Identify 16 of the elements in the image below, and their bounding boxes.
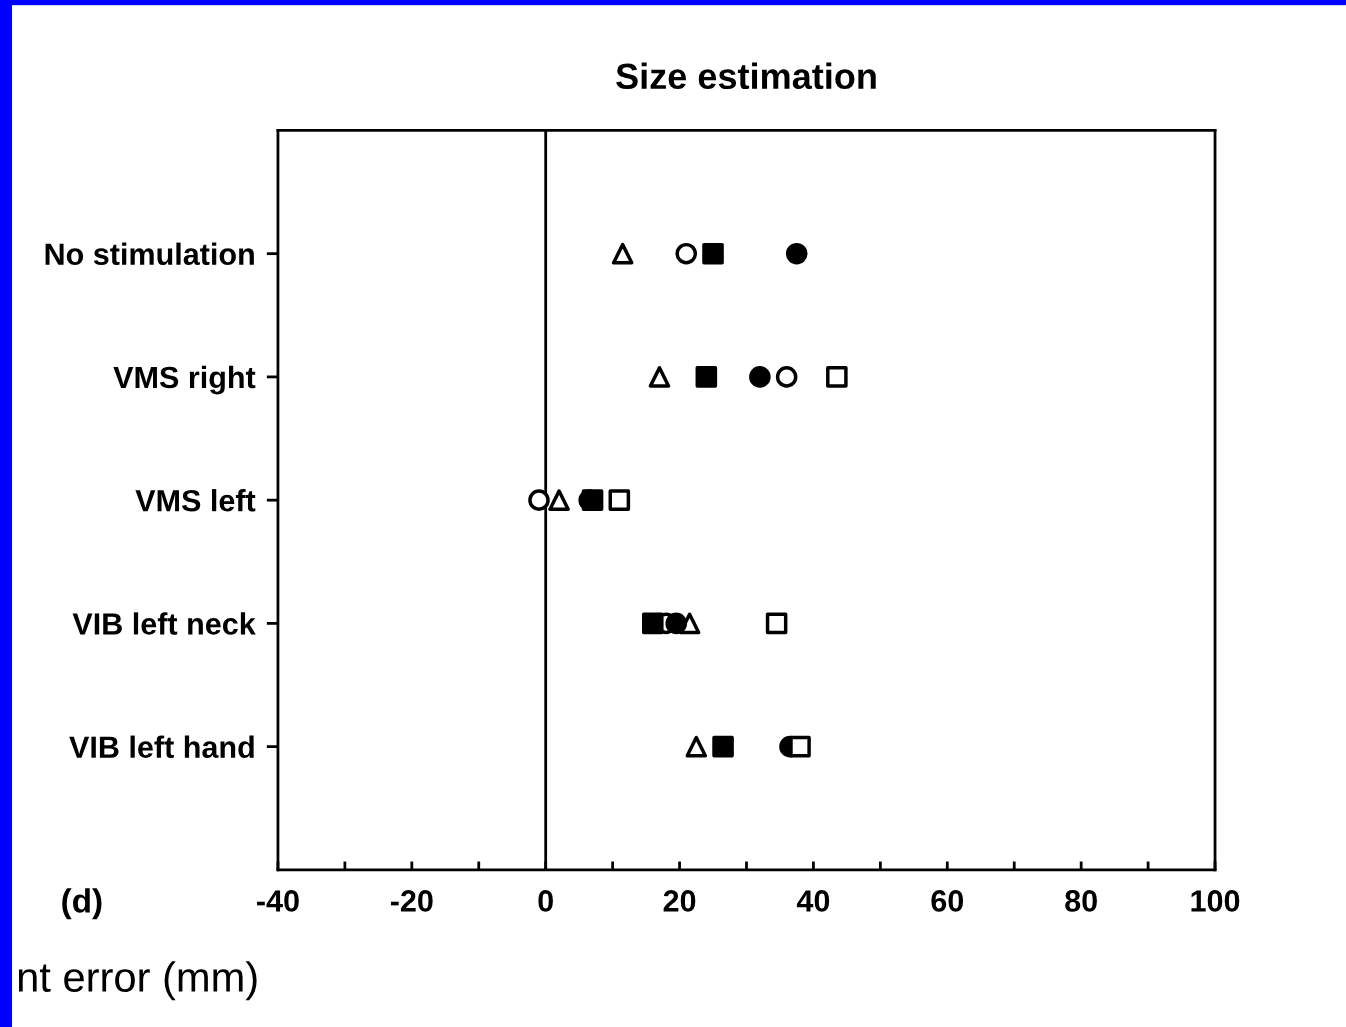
x-tick-label: -20 (390, 890, 433, 912)
x-tick-label: 0 (538, 890, 553, 912)
x-tick-label: 80 (1065, 890, 1097, 912)
y-tick-label: VIB left neck (72, 612, 256, 635)
y-tick-label: VMS left (135, 489, 256, 512)
x-tick-label: -40 (257, 890, 299, 912)
x-tick-label: 100 (1191, 890, 1240, 912)
y-tick-label: VMS right (113, 365, 256, 395)
text: (d) (62, 888, 102, 920)
x-axis-title: nt error (mm) (18, 961, 257, 1001)
x-tick-label: 60 (931, 890, 964, 912)
chart-title: Size estimation (616, 62, 876, 90)
x-tick-label: 20 (663, 890, 696, 912)
y-tick-label: VIB left hand (69, 735, 254, 758)
y-tick-label: No stimulation (45, 242, 254, 266)
x-tick-label: 40 (796, 890, 830, 912)
